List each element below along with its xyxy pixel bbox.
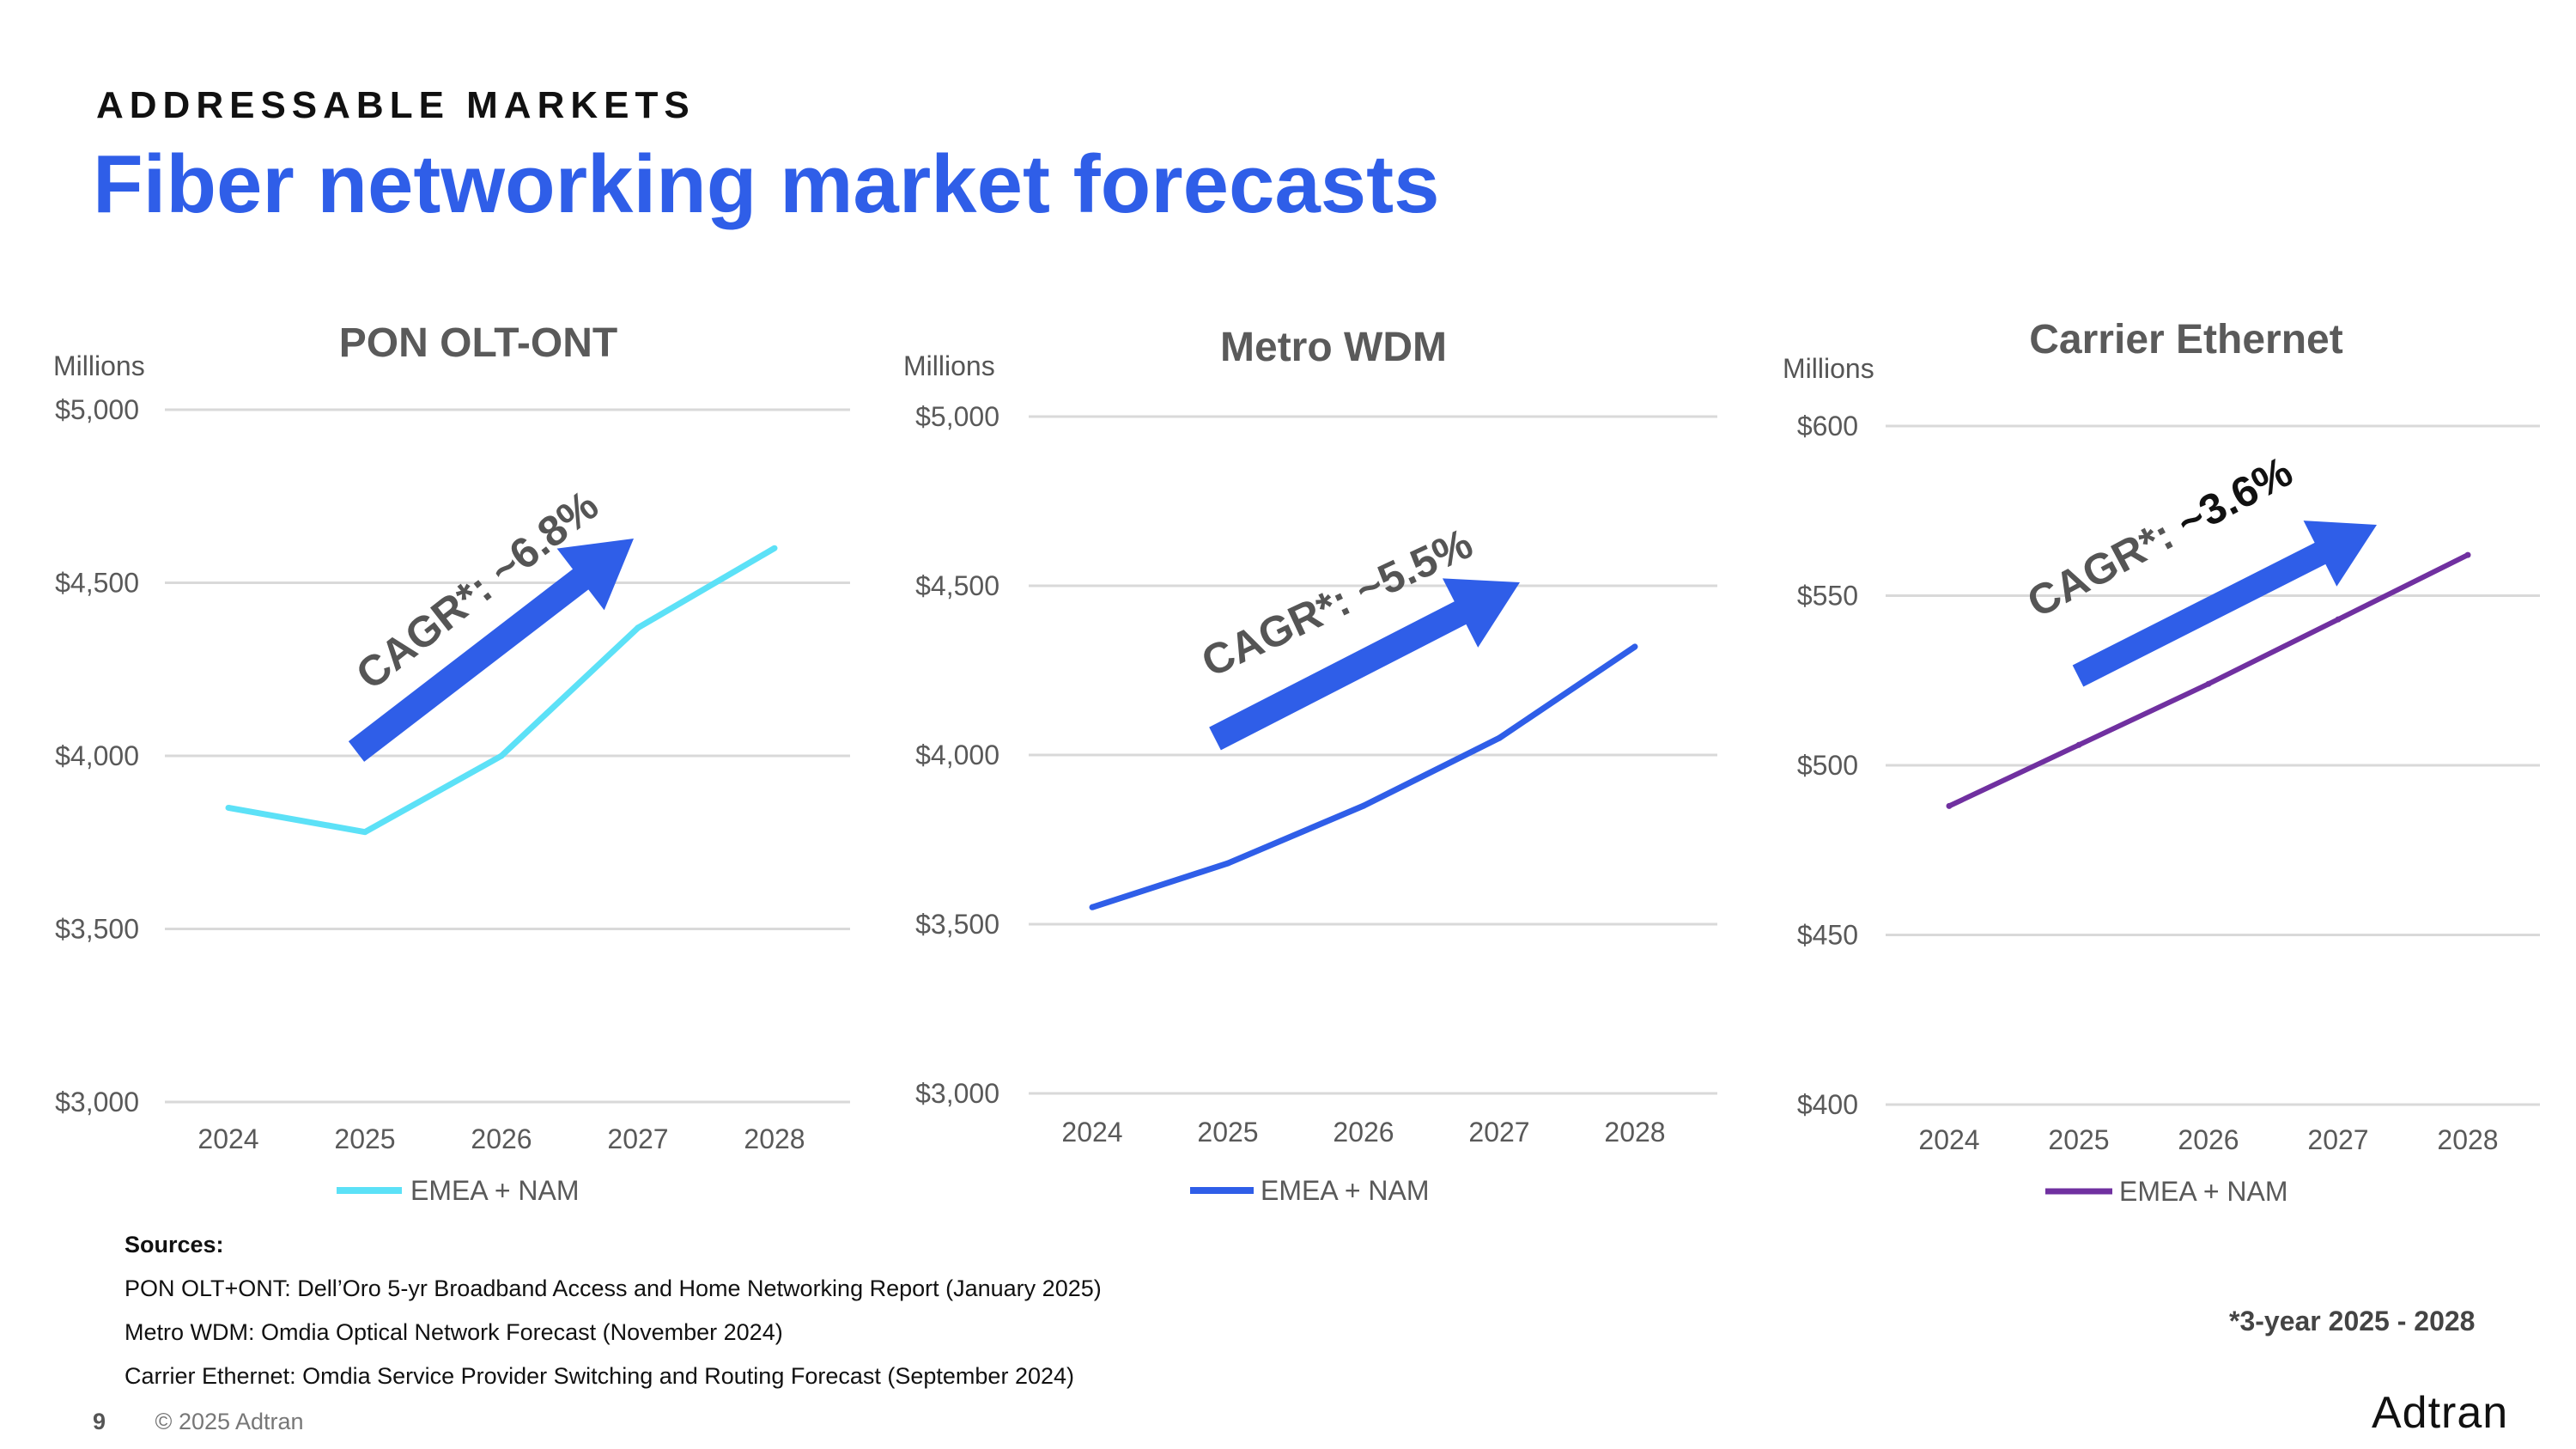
y-tick-label: $5,000 <box>55 394 139 425</box>
y-tick-label: $3,500 <box>55 914 139 945</box>
data-point <box>2464 551 2471 558</box>
data-point <box>771 545 778 551</box>
y-tick-label: $600 <box>1797 411 1858 441</box>
chart-title: Metro WDM <box>1220 325 1447 370</box>
y-tick-label: $4,500 <box>915 570 999 601</box>
cagr-value: ~3.6% <box>2169 447 2300 547</box>
data-point <box>498 752 505 759</box>
y-tick-label: $4,500 <box>55 568 139 599</box>
data-points <box>1089 643 1638 910</box>
source-line: Metro WDM: Omdia Optical Network Forecas… <box>125 1319 783 1345</box>
y-axis: $3,000 $3,500 $4,000 $4,500 $5,000 <box>915 401 999 1109</box>
trend-arrow-shape <box>348 539 635 762</box>
y-tick-label: $3,000 <box>915 1078 999 1109</box>
x-tick-label: 2026 <box>1333 1117 1394 1148</box>
y-tick-label: $500 <box>1797 750 1858 781</box>
source-line: PON OLT+ONT: Dell’Oro 5-yr Broadband Acc… <box>125 1275 1102 1301</box>
chart-title: Carrier Ethernet <box>2029 317 2342 362</box>
x-axis: 2024 2025 2026 2027 2028 <box>1918 1124 2498 1155</box>
gridlines <box>165 408 850 1104</box>
y-axis: $3,000 $3,500 $4,000 $4,500 $5,000 <box>55 394 139 1117</box>
source-line: Carrier Ethernet: Omdia Service Provider… <box>125 1363 1074 1389</box>
unit-label: Millions <box>1783 353 1874 384</box>
x-tick-label: 2024 <box>1918 1124 1979 1155</box>
y-tick-label: $5,000 <box>915 401 999 432</box>
page-number: 9 <box>93 1409 106 1434</box>
y-tick-label: $450 <box>1797 920 1858 951</box>
chart-metro-wdm: Metro WDM Millions $3,000 $3,500 $4,000 $4,… <box>903 325 1717 1206</box>
y-tick-label: $3,500 <box>915 909 999 940</box>
x-tick-label: 2026 <box>471 1123 532 1154</box>
x-tick-label: 2024 <box>197 1123 258 1154</box>
unit-label: Millions <box>53 350 145 381</box>
y-tick-label: $550 <box>1797 581 1858 612</box>
chart-pon: PON OLT-ONT Millions $3,000$3,500$4,000$… <box>53 320 850 1206</box>
x-tick-label: 2028 <box>744 1123 805 1154</box>
cagr-annotation: CAGR*: ~3.6% <box>2020 447 2300 626</box>
cagr-prefix: CAGR*: <box>347 557 510 699</box>
legend-label: EMEA + NAM <box>410 1175 580 1206</box>
x-tick-label: 2026 <box>2178 1124 2239 1155</box>
x-tick-label: 2025 <box>334 1123 395 1154</box>
data-point <box>361 829 368 836</box>
sources-heading: Sources: <box>125 1232 224 1257</box>
trend-arrow-icon <box>348 539 635 762</box>
data-point <box>225 804 232 811</box>
x-tick-label: 2028 <box>2437 1124 2498 1155</box>
data-point <box>2335 616 2342 623</box>
x-tick-label: 2025 <box>1197 1117 1258 1148</box>
x-axis: 2024 2025 2026 2027 2028 <box>197 1123 805 1154</box>
x-tick-label: 2024 <box>1061 1117 1122 1148</box>
data-point <box>1360 802 1367 809</box>
x-axis: 2024 2025 2026 2027 2028 <box>1061 1117 1665 1148</box>
legend-label: EMEA + NAM <box>2119 1176 2288 1207</box>
chart-carrier-ethernet: Carrier Ethernet Millions $400 $450 $500 $5… <box>1783 317 2540 1207</box>
y-axis: $400 $450 $500 $550 $600 <box>1797 411 1858 1120</box>
trend-arrow-shape <box>1209 578 1521 751</box>
section-eyebrow: ADDRESSABLE MARKETS <box>96 84 696 126</box>
data-points <box>225 545 778 836</box>
data-point <box>1496 734 1503 741</box>
data-point <box>1631 643 1638 650</box>
trend-arrow-icon <box>2072 521 2378 687</box>
series-line-emea-nam <box>1091 644 1637 910</box>
data-points <box>1946 551 2471 809</box>
data-point <box>1089 904 1096 910</box>
y-tick-label: $4,000 <box>915 740 999 770</box>
gridlines <box>1029 415 1717 1095</box>
y-tick-label: $400 <box>1797 1089 1858 1120</box>
x-tick-label: 2025 <box>2048 1124 2109 1155</box>
page-title: Fiber networking market forecasts <box>93 138 1440 230</box>
data-point <box>635 624 641 631</box>
copyright: © 2025 Adtran <box>155 1409 304 1434</box>
cagr-prefix: CAGR*: <box>2020 505 2191 627</box>
trend-arrow-shape <box>2072 521 2378 687</box>
data-point <box>2205 680 2212 687</box>
cagr-footnote: *3-year 2025 - 2028 <box>2229 1306 2476 1336</box>
cagr-annotation: CAGR*: ~5.5% <box>1194 519 1479 686</box>
slide-footer: 9 © 2025 Adtran <box>93 1409 304 1435</box>
sources-block: Sources: PON OLT+ONT: Dell’Oro 5-yr Broa… <box>125 1232 1102 1407</box>
y-tick-label: $3,000 <box>55 1087 139 1117</box>
chart-title: PON OLT-ONT <box>339 320 617 366</box>
x-tick-label: 2027 <box>607 1123 668 1154</box>
x-tick-label: 2027 <box>2307 1124 2368 1155</box>
trend-arrow-icon <box>1209 578 1521 751</box>
unit-label: Millions <box>903 350 995 381</box>
data-point <box>1224 860 1231 867</box>
x-tick-label: 2027 <box>1468 1117 1529 1148</box>
data-point <box>1946 802 1953 809</box>
adtran-logo: Adtran <box>2372 1388 2509 1438</box>
x-tick-label: 2028 <box>1604 1117 1665 1148</box>
legend-label: EMEA + NAM <box>1261 1175 1430 1206</box>
y-tick-label: $4,000 <box>55 740 139 771</box>
data-point <box>2075 741 2082 748</box>
